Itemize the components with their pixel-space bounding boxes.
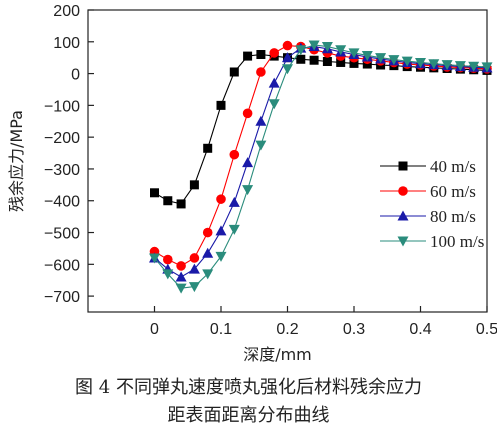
figure-caption-line-2: 距表面距离分布曲线 [167,405,330,426]
y-tick-label: −300 [44,162,80,179]
legend-entry: 80 m/s [380,207,476,226]
y-tick-label: −500 [44,226,80,243]
data-point [228,224,240,235]
data-point [282,52,293,63]
data-point [295,45,307,56]
data-point [348,48,360,59]
data-point [309,55,319,65]
data-point [175,271,187,282]
data-point [242,108,253,119]
data-point [388,55,400,66]
data-point [176,261,186,271]
data-point [308,40,320,51]
data-point [176,199,186,209]
data-point [428,59,440,70]
data-point [268,77,280,88]
y-tick-label: −200 [44,130,80,147]
data-point [175,283,187,294]
data-point [375,53,387,64]
data-point [242,185,254,196]
data-point [255,140,267,151]
series-3 [149,40,493,294]
data-point [162,269,174,280]
y-axis-title: 残余应力/MPa [7,110,26,212]
y-tick-label: −100 [44,98,80,115]
data-point [415,57,426,68]
data-point [335,45,347,56]
data-point [188,282,200,293]
data-point [282,40,293,51]
y-tick-label: 0 [71,67,80,84]
data-point [216,194,226,204]
data-point [188,263,200,274]
data-point [202,247,214,258]
data-point [349,58,359,68]
data-point [321,42,333,53]
x-tick-label: 0.1 [210,321,232,338]
data-point [361,50,373,61]
legend-label: 100 m/s [430,232,484,251]
data-point [163,254,173,265]
data-point [189,253,200,263]
legend-marker [397,210,409,221]
figure-caption-line-1: 图 4 不同弹丸速度喷丸强化后材料残余应力 [75,377,422,398]
data-point [269,48,280,58]
y-tick-label: −700 [44,289,80,306]
legend-marker [398,186,408,196]
x-tick-label: 0 [150,321,159,338]
x-tick-label: 0.4 [409,321,431,338]
data-point [454,61,466,72]
data-point [282,64,293,75]
data-point [215,251,227,262]
data-point [203,143,213,153]
data-point [401,56,413,67]
y-tick-label: −400 [44,194,80,211]
legend-marker [397,236,409,247]
data-point [228,196,240,207]
y-tick-label: −600 [44,257,80,274]
data-point [268,99,280,110]
legend-entry: 60 m/s [380,182,476,201]
data-point [256,67,266,77]
data-point [256,50,266,60]
x-tick-label: 0.2 [276,321,298,338]
data-point [441,60,453,71]
data-point [336,57,346,67]
data-point [229,67,239,77]
legend-label: 40 m/s [430,157,476,176]
residual-stress-chart: 0 0.1 0.2 0.3 0.4 0.5 200 100 0 −100 −200 −300 −400 −… [7,3,497,364]
data-point [150,188,159,198]
data-point [468,61,480,72]
data-point [202,269,214,280]
legend-label: 80 m/s [430,207,476,226]
data-point [322,56,332,66]
legend-entry: 40 m/s [380,157,476,176]
x-tick-label: 0.5 [476,321,497,338]
y-tick-label: 100 [53,35,80,52]
data-point [255,115,267,126]
data-point [189,180,199,190]
data-point [243,51,253,61]
data-point [229,149,240,160]
data-point [216,100,226,110]
data-point [149,253,160,264]
data-point [242,157,254,168]
legend-entry: 100 m/s [380,232,484,251]
x-tick-label: 0.3 [343,321,365,338]
data-point [296,54,306,64]
y-tick-label: 200 [53,3,80,20]
legend-label: 60 m/s [430,182,476,201]
data-point [202,227,213,238]
data-point [215,225,227,236]
data-point [481,62,493,73]
x-axis-title: 深度/mm [243,345,312,364]
legend-marker [398,161,408,171]
data-point [163,196,173,206]
